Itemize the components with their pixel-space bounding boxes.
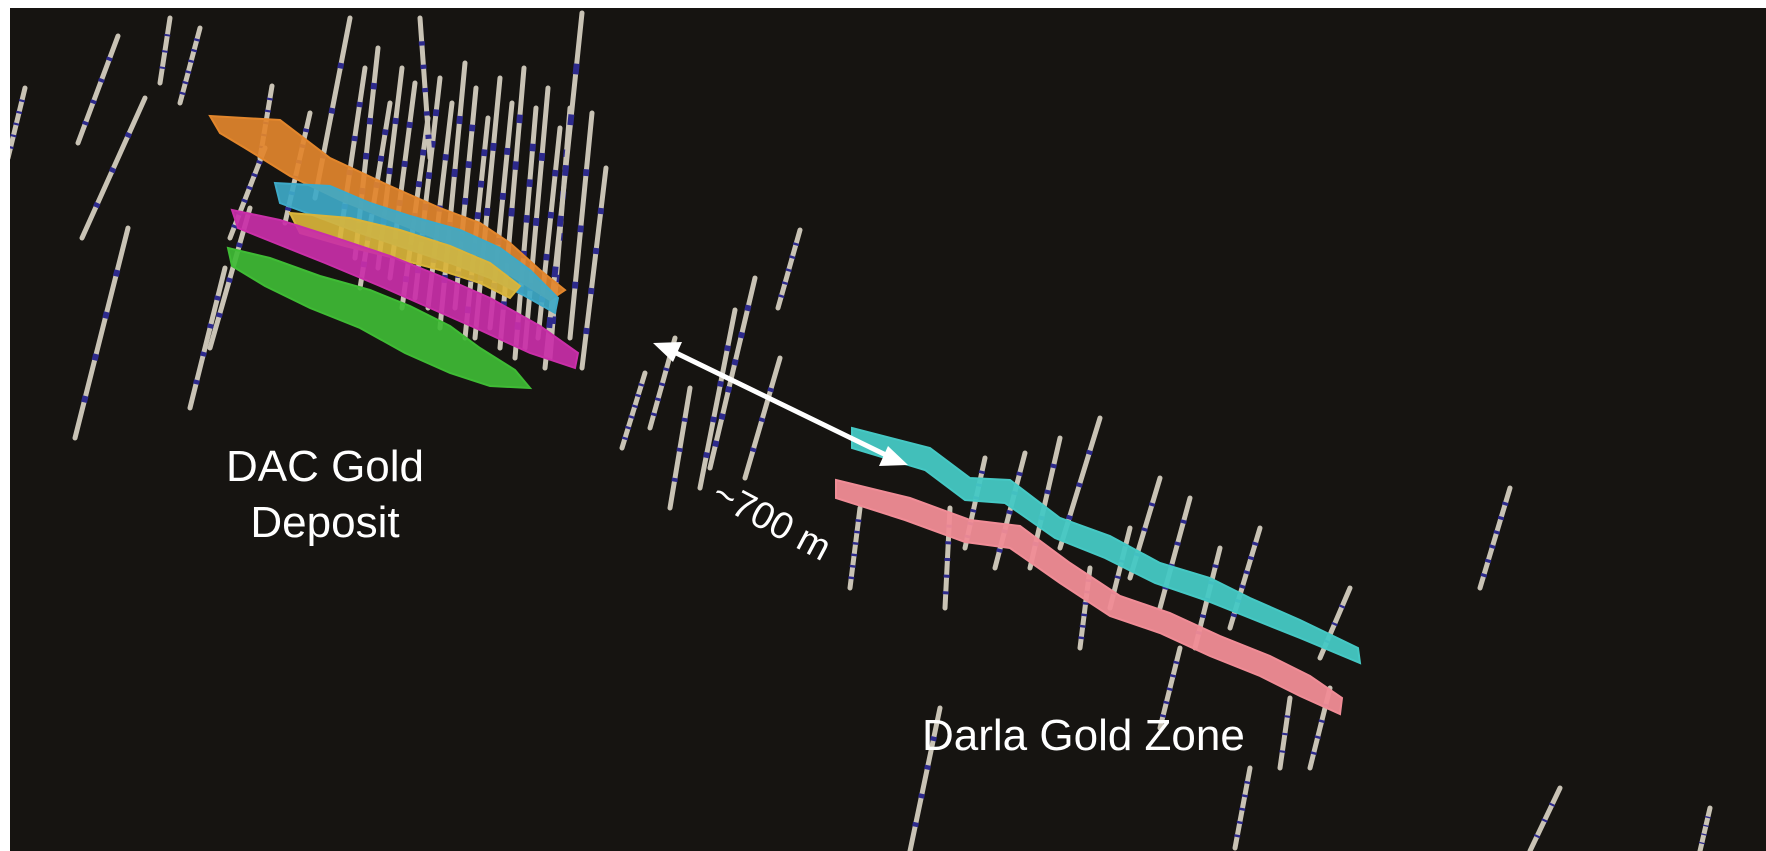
drill-hole xyxy=(775,227,803,311)
arrow-head-right-icon xyxy=(879,446,908,466)
drill-hole xyxy=(667,385,693,511)
drill-hole xyxy=(72,225,131,441)
drill-hole xyxy=(1697,805,1713,851)
drill-hole xyxy=(1157,645,1183,731)
arrow-head-left-icon xyxy=(653,342,682,362)
drill-hole xyxy=(207,205,253,351)
drill-hole xyxy=(157,15,173,86)
dac-mineral-zone xyxy=(230,208,580,370)
drill-hole xyxy=(75,33,121,146)
drill-hole xyxy=(697,307,738,491)
drill-hole xyxy=(619,370,648,451)
dac-label-line2: Deposit xyxy=(250,498,400,547)
drill-hole xyxy=(1477,485,1513,591)
drill-hole xyxy=(742,355,783,481)
drill-hole xyxy=(579,165,609,371)
dac-gold-deposit-label: DAC Gold Deposit xyxy=(215,439,435,551)
drill-hole xyxy=(1527,785,1563,851)
drill-hole xyxy=(417,15,433,161)
drill-hole xyxy=(707,275,758,471)
drill-hole xyxy=(79,95,148,241)
drill-hole xyxy=(1232,765,1253,851)
distance-arrow xyxy=(653,342,908,466)
darla-mineral-zone xyxy=(851,426,1362,665)
drill-hole xyxy=(177,25,203,106)
drill-hole xyxy=(1277,695,1293,771)
darla-mineral-zone xyxy=(835,478,1344,716)
dac-mineral-zone xyxy=(226,246,533,390)
dac-label-line1: DAC Gold xyxy=(225,442,425,491)
mineral-zones-layer xyxy=(208,114,1362,716)
drill-hole xyxy=(907,705,943,851)
darla-gold-zone-label: Darla Gold Zone xyxy=(922,711,1245,760)
drill-hole xyxy=(847,505,863,591)
distance-arrow-shaft xyxy=(668,347,894,461)
drill-hole xyxy=(567,110,595,341)
3d-drillhole-scene: DAC Gold Deposit ~700 m Darla Gold Zone xyxy=(10,8,1766,851)
drill-hole xyxy=(10,85,28,160)
drill-hole xyxy=(187,265,228,411)
drill-holes-layer xyxy=(10,10,1713,851)
